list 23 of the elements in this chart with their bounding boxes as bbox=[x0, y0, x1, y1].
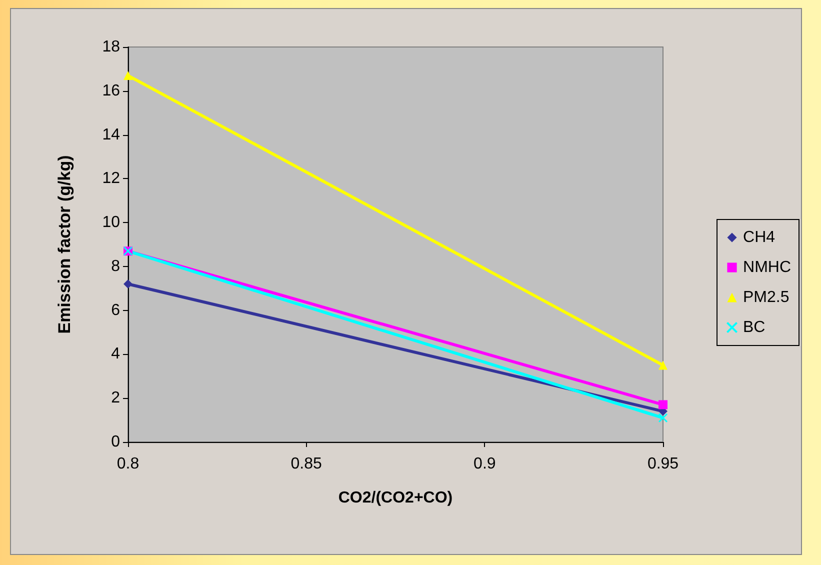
point bbox=[124, 280, 132, 288]
legend-label: CH4 bbox=[743, 229, 776, 246]
x-tick-label: 0.85 bbox=[290, 456, 322, 472]
x-tick-label: 0.8 bbox=[116, 456, 140, 472]
point bbox=[658, 400, 668, 410]
legend-label: PM2.5 bbox=[743, 289, 790, 306]
y-tick-label: 10 bbox=[102, 214, 120, 232]
y-axis-title: Emission factor (g/kg) bbox=[55, 155, 74, 334]
y-tick-label: 14 bbox=[102, 126, 120, 144]
y-tick-label: 0 bbox=[111, 434, 120, 450]
y-tick-label: 18 bbox=[102, 38, 120, 56]
y-tick-label: 6 bbox=[111, 302, 120, 319]
legend-label: NMHC bbox=[743, 259, 792, 276]
x-tick-label: 0.9 bbox=[474, 456, 496, 472]
y-tick-label: 12 bbox=[102, 170, 120, 188]
legend-label: BC bbox=[743, 319, 766, 336]
y-tick-label: 16 bbox=[102, 82, 120, 100]
x-tick-label: 0.95 bbox=[647, 456, 679, 472]
x-axis-title: CO2/(CO2+CO) bbox=[338, 490, 453, 506]
y-tick-label: 2 bbox=[111, 390, 120, 407]
y-tick-label: 4 bbox=[111, 346, 120, 363]
point bbox=[658, 413, 668, 423]
y-tick-label: 8 bbox=[111, 258, 120, 275]
